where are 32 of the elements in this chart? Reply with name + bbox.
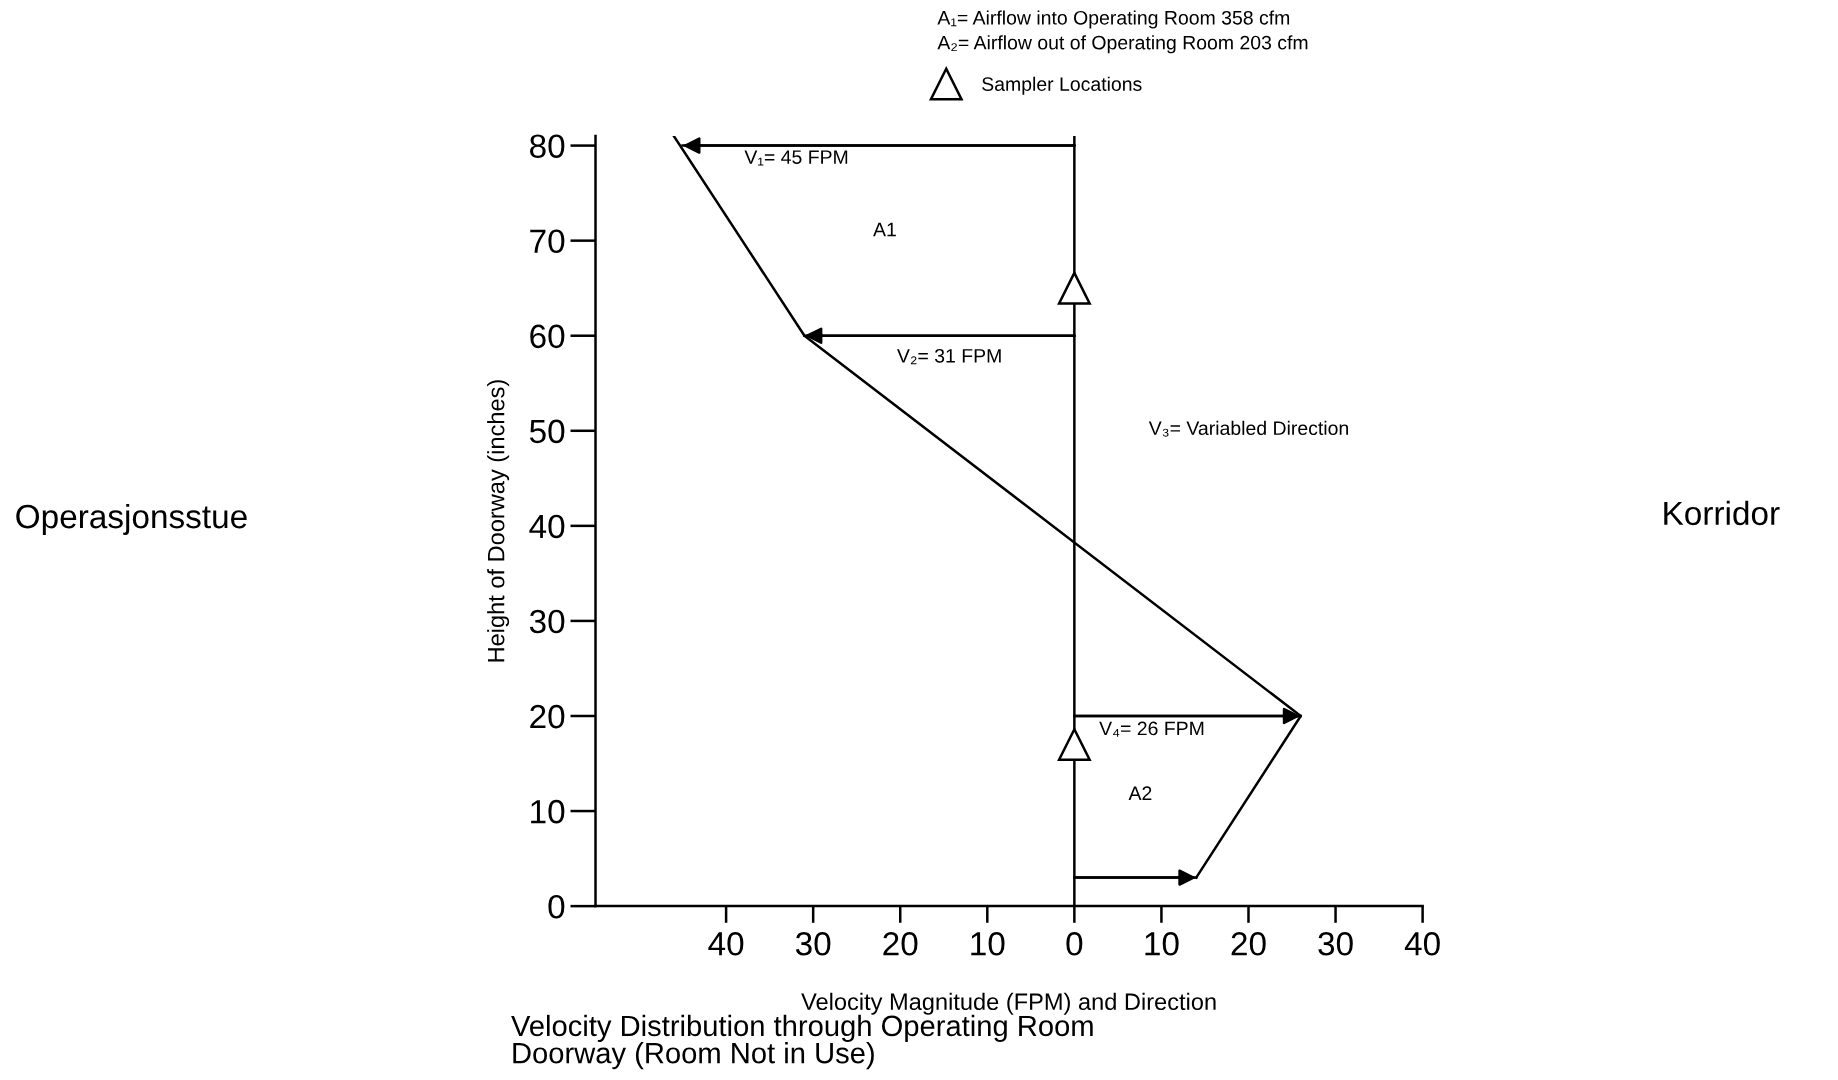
x-tick-label: 20 (1231, 932, 1266, 956)
y-tick-label: 10 (531, 799, 565, 824)
x-tick-label: 10 (971, 932, 1005, 956)
y-tick-label: 80 (530, 134, 565, 158)
y-tick-label: 20 (530, 704, 565, 729)
annotation: V₂= 31 FPM (897, 348, 1001, 365)
x-tick-label: 20 (883, 932, 918, 956)
x-tick-label: 0 (1066, 932, 1083, 956)
text: Operasjonsstue (16, 503, 247, 536)
annotation: V₄= 26 FPM (1099, 721, 1204, 737)
legend-label: Sampler Locations (982, 76, 1142, 95)
text: A₂= Airflow out of Operating Room 203 cfm (937, 35, 1308, 54)
y-tick-label: 0 (548, 894, 565, 919)
x-tick-label: 30 (795, 932, 831, 956)
annotation: A2 (1128, 786, 1152, 800)
annotation: V₁= 45 FPM (744, 150, 848, 166)
x-tick-label: 30 (1318, 932, 1353, 956)
text: Velocity Distribution through Operating Room Doorway (Room Not in Use) (511, 1014, 1093, 1070)
x-tick-label: 10 (1145, 932, 1179, 956)
x-tick-label: 40 (1404, 932, 1440, 956)
annotation: V₃= Variabled Direction (1148, 420, 1348, 437)
y-tick-label: 50 (529, 419, 565, 444)
annotation: A1 (873, 222, 896, 237)
y-tick-label: 40 (529, 514, 565, 539)
y-tick-label: 60 (530, 324, 565, 349)
x-tick-label: 40 (708, 932, 744, 956)
y-axis-title: Height of Doorway (inches) (487, 380, 510, 662)
text: Korridor (1664, 500, 1780, 526)
text: A₁= Airflow into Operating Room 358 cfm (937, 10, 1290, 29)
y-tick-label: 70 (530, 229, 565, 254)
y-tick-label: 30 (529, 609, 565, 634)
x-axis-title: Velocity Magnitude (FPM) and Direction (801, 992, 1216, 1015)
